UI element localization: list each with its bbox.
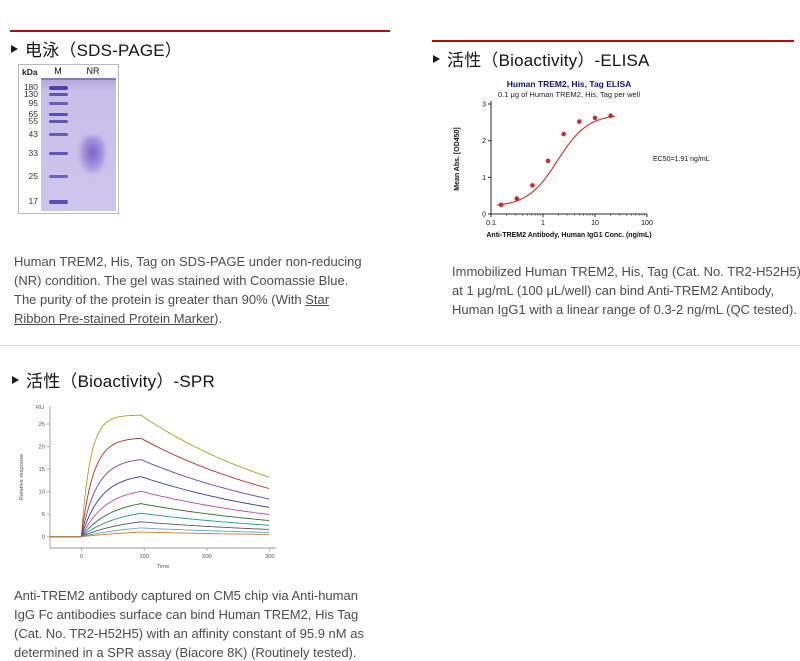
gel-marker-weight-label: 33 (28, 148, 38, 158)
gel-kda-label: kDa (22, 67, 38, 77)
svg-text:300: 300 (265, 554, 275, 560)
svg-text:25: 25 (39, 422, 45, 428)
section-title-text: 活性（Bioactivity）-ELISA (447, 51, 650, 70)
svg-text:0: 0 (482, 212, 486, 219)
svg-text:1: 1 (482, 175, 486, 182)
svg-text:Human TREM2, His, Tag ELISA: Human TREM2, His, Tag ELISA (507, 79, 632, 89)
gel-marker-weight-label: 17 (28, 196, 38, 206)
gel-marker-weight-label: 95 (28, 98, 38, 108)
triangle-bullet-icon (12, 375, 19, 384)
sds-desc-text-end: ). (214, 311, 223, 326)
gel-marker-band (49, 93, 68, 96)
svg-text:0.1 μg of Human TREM2, His, Ta: 0.1 μg of Human TREM2, His, Tag per well (498, 90, 640, 99)
svg-text:0: 0 (80, 554, 83, 560)
gel-marker-weight-label: 25 (28, 171, 38, 181)
section-title-sds-page: 电泳（SDS-PAGE） (11, 36, 182, 61)
gel-marker-band (49, 175, 68, 178)
gel-lanes-area (41, 78, 116, 211)
elisa-description: Immobilized Human TREM2, His, Tag (Cat. … (452, 264, 800, 317)
marker-product-link[interactable]: Star Ribbon Pre-stained Protein Marker (14, 292, 330, 326)
svg-text:20: 20 (39, 445, 45, 451)
svg-text:15: 15 (39, 467, 45, 473)
svg-text:0.1: 0.1 (486, 220, 496, 227)
section-divider (0, 345, 800, 346)
svg-text:200: 200 (202, 554, 212, 560)
gel-marker-weight-label: 43 (28, 129, 38, 139)
elisa-bioactivity-chart: 0 1 2 3 0.1 1 10 100 Human TREM2, His, Tag ELISA… (454, 79, 710, 239)
gel-marker-band (49, 120, 68, 123)
sds-page-description: Human TREM2, His, Tag on SDS-PAGE under … (14, 252, 370, 328)
gel-marker-band (49, 102, 68, 105)
gel-lane-m-label: M (54, 66, 62, 76)
section-title-spr: 活性（Bioactivity）-SPR (12, 367, 215, 392)
gel-marker-weight-label: 130 (23, 89, 38, 99)
section-title-text: 活性（Bioactivity）-SPR (26, 372, 215, 391)
section-title-text: 电泳（SDS-PAGE） (25, 41, 182, 60)
elisa-section-rule (432, 40, 794, 42)
svg-text:100: 100 (139, 554, 149, 560)
svg-text:5: 5 (42, 512, 45, 518)
spr-sensorgram-chart: 0 5 10 15 20 25 0 100 200 300 RU Relative response T… (19, 405, 276, 570)
gel-marker-weight-label: 65 (28, 109, 38, 119)
gel-marker-weight-label: 55 (28, 116, 38, 126)
gel-marker-band (49, 133, 68, 136)
svg-text:RU: RU (36, 405, 44, 411)
svg-text:0: 0 (42, 535, 45, 541)
svg-text:EC50=1.91 ng/mL: EC50=1.91 ng/mL (653, 156, 710, 163)
spr-description: Anti-TREM2 antibody captured on CM5 chip… (14, 588, 364, 660)
svg-text:10: 10 (39, 490, 45, 496)
svg-text:Relative response: Relative response (19, 454, 25, 500)
svg-text:100: 100 (641, 220, 653, 227)
svg-text:3: 3 (482, 102, 486, 109)
svg-text:Anti-TREM2 Antibody, Human IgG: Anti-TREM2 Antibody, Human IgG1 Conc. (n… (486, 232, 651, 239)
gel-marker-band (49, 152, 68, 155)
gel-lane-nr-label: NR (86, 66, 100, 76)
protein-band-blob (79, 136, 106, 173)
sds-page-gel-image: kDa M NR 180 130 95 65 55 43 33 25 17 (18, 64, 119, 214)
gel-marker-band (49, 113, 68, 116)
gel-marker-weight-label: 180 (23, 82, 38, 92)
svg-text:2: 2 (482, 138, 486, 145)
gel-marker-band (49, 200, 68, 204)
svg-text:Mean Abs. [OD450]: Mean Abs. [OD450] (454, 127, 461, 191)
svg-text:1: 1 (541, 220, 545, 227)
triangle-bullet-icon (11, 44, 18, 53)
sds-page-section-rule (10, 30, 390, 32)
sds-desc-text: Human TREM2, His, Tag on SDS-PAGE under … (14, 254, 362, 307)
svg-text:Time: Time (157, 564, 170, 570)
triangle-bullet-icon (433, 54, 440, 63)
svg-text:10: 10 (591, 220, 599, 227)
gel-marker-band (49, 86, 68, 90)
section-title-elisa: 活性（Bioactivity）-ELISA (433, 46, 650, 71)
